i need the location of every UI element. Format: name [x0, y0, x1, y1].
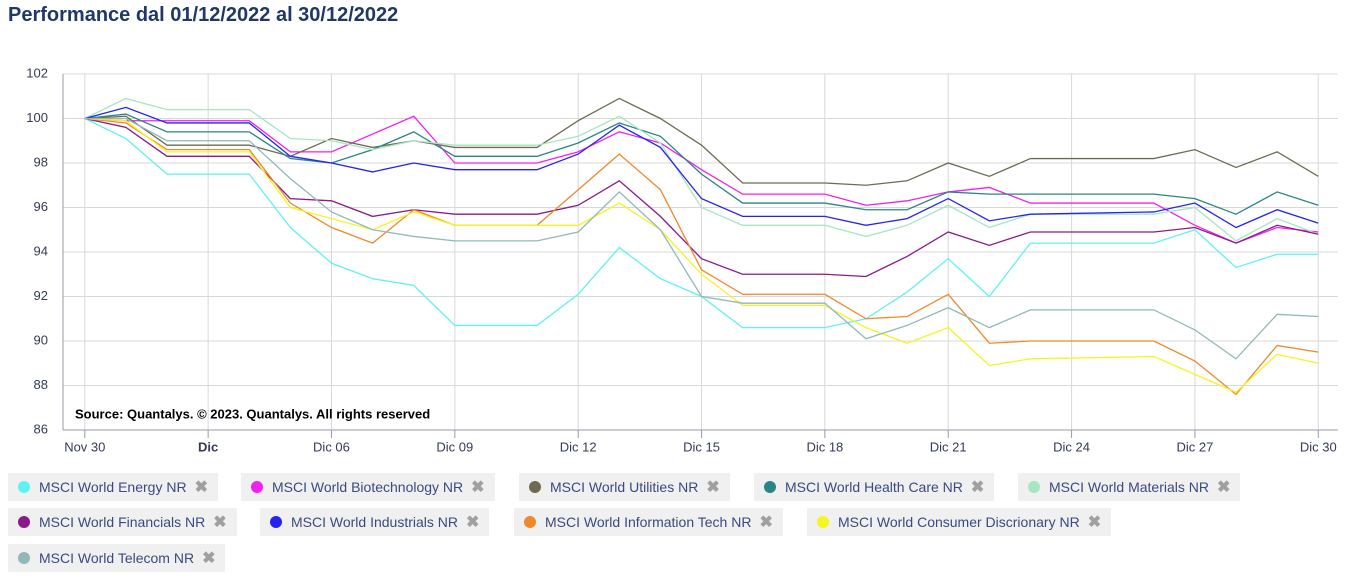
- legend-swatch: [18, 481, 30, 493]
- series-line: [84, 97, 1319, 242]
- y-tick-label: 96: [34, 199, 48, 214]
- legend-swatch: [524, 516, 536, 528]
- legend-swatch: [529, 481, 541, 493]
- legend-item[interactable]: MSCI World Energy NR ✖: [8, 473, 218, 501]
- remove-icon[interactable]: ✖: [202, 550, 216, 567]
- legend-item[interactable]: MSCI World Materials NR ✖: [1018, 473, 1241, 501]
- x-tick-label: Dic 24: [1053, 439, 1090, 454]
- series-line: [84, 97, 1319, 186]
- series-line: [84, 115, 1319, 244]
- x-tick-label: Dic 06: [313, 439, 350, 454]
- y-tick-label: 102: [26, 65, 48, 80]
- legend-swatch: [270, 516, 282, 528]
- legend-swatch: [1028, 481, 1040, 493]
- x-tick-label: Nov 30: [64, 439, 105, 454]
- x-tick-label: Dic 18: [806, 439, 843, 454]
- x-tick-label: Dic 12: [560, 439, 597, 454]
- legend-label: MSCI World Biotechnology NR: [272, 479, 464, 495]
- series-line: [84, 117, 1319, 278]
- remove-icon[interactable]: ✖: [706, 479, 720, 496]
- series-line: [84, 117, 1319, 393]
- legend-label: MSCI World Telecom NR: [39, 550, 195, 566]
- remove-icon[interactable]: ✖: [194, 479, 208, 496]
- remove-icon[interactable]: ✖: [1087, 514, 1102, 531]
- y-tick-label: 92: [34, 288, 48, 303]
- legend-swatch: [18, 552, 30, 564]
- x-tick-label: Dic 27: [1176, 439, 1213, 454]
- legend-label: MSCI World Materials NR: [1049, 479, 1209, 495]
- series-line: [84, 117, 1319, 360]
- legend-item[interactable]: MSCI World Biotechnology NR ✖: [241, 473, 495, 501]
- legend-label: MSCI World Utilities NR: [550, 479, 699, 495]
- legend-label: MSCI World Industrials NR: [291, 514, 459, 530]
- remove-icon[interactable]: ✖: [1217, 479, 1231, 496]
- remove-icon[interactable]: ✖: [466, 514, 480, 531]
- y-tick-label: 90: [34, 332, 48, 347]
- x-tick-label: Dic 09: [436, 439, 473, 454]
- y-tick-label: 100: [26, 110, 48, 125]
- x-tick-label: Dic 30: [1300, 439, 1337, 454]
- series-line: [84, 106, 1319, 229]
- legend-swatch: [251, 481, 263, 493]
- x-tick-label: Dic 21: [930, 439, 967, 454]
- y-tick-label: 88: [34, 377, 48, 392]
- legend-swatch: [817, 516, 829, 528]
- y-tick-label: 98: [34, 154, 48, 169]
- legend-item[interactable]: MSCI World Financials NR ✖: [8, 508, 237, 536]
- annotation: Source: Quantalys. © 2023. Quantalys. Al…: [75, 406, 430, 421]
- legend-label: MSCI World Financials NR: [39, 514, 206, 530]
- legend-swatch: [764, 481, 776, 493]
- y-tick-label: 86: [34, 421, 48, 436]
- remove-icon[interactable]: ✖: [970, 479, 985, 496]
- legend-label: MSCI World Health Care NR: [785, 479, 963, 495]
- legend-item[interactable]: MSCI World Health Care NR ✖: [754, 473, 995, 501]
- x-tick-label: Dic: [198, 439, 218, 454]
- legend-label: MSCI World Energy NR: [39, 479, 187, 495]
- legend-item[interactable]: MSCI World Consumer Discrionary NR ✖: [807, 508, 1112, 536]
- remove-icon[interactable]: ✖: [213, 514, 227, 531]
- y-tick-label: 94: [34, 243, 48, 258]
- legend-label: MSCI World Information Tech NR: [545, 514, 752, 530]
- legend-item[interactable]: MSCI World Telecom NR ✖: [8, 544, 226, 572]
- series-line: [84, 113, 1319, 215]
- remove-icon[interactable]: ✖: [759, 514, 773, 531]
- legend-label: MSCI World Consumer Discrionary NR: [838, 514, 1080, 530]
- chart: 86 88 90 92 94 96 98 100 102 Nov 30 Dic Dic 06 Dic 0…: [26, 65, 1338, 454]
- legend-item[interactable]: MSCI World Information Tech NR ✖: [514, 508, 783, 536]
- chart-title: Performance dal 01/12/2022 al 30/12/2022: [8, 4, 399, 26]
- remove-icon[interactable]: ✖: [471, 479, 485, 496]
- series-line: [84, 117, 1319, 329]
- series-line: [84, 117, 1319, 396]
- legend-swatch: [18, 516, 30, 528]
- legend-item[interactable]: MSCI World Industrials NR ✖: [260, 508, 490, 536]
- x-tick-label: Dic 15: [683, 439, 720, 454]
- legend-item[interactable]: MSCI World Utilities NR ✖: [519, 473, 730, 501]
